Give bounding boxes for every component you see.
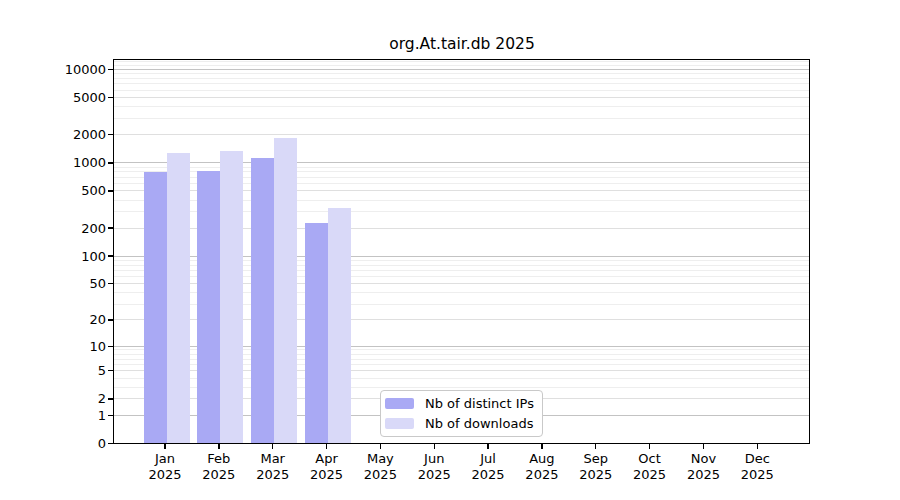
legend-swatch-distinct-ips <box>385 398 414 409</box>
x-tick-label: Jan 2025 <box>135 451 195 483</box>
legend: Nb of distinct IPs Nb of downloads <box>380 390 543 437</box>
y-tick-label: 500 <box>0 182 106 199</box>
x-tick-mark <box>164 444 165 449</box>
y-tick-label: 1000 <box>0 154 106 171</box>
x-tick-label: Mar 2025 <box>243 451 303 483</box>
y-tick-mark <box>108 97 114 98</box>
y-tick-label: 20 <box>0 311 106 328</box>
x-tick-mark <box>218 444 219 449</box>
x-tick-label: Oct 2025 <box>620 451 680 483</box>
x-tick-mark <box>649 444 650 449</box>
y-tick-label: 5 <box>0 362 106 379</box>
legend-label-downloads: Nb of downloads <box>425 416 533 431</box>
x-tick-label: Nov 2025 <box>673 451 733 483</box>
y-tick-label: 200 <box>0 220 106 237</box>
y-tick-label: 0 <box>0 435 106 452</box>
x-tick-mark <box>595 444 596 449</box>
x-tick-label: Jun 2025 <box>404 451 464 483</box>
y-tick-label: 10000 <box>0 61 106 78</box>
y-tick-mark <box>108 370 114 371</box>
y-tick-label: 10 <box>0 338 106 355</box>
x-tick-label: Aug 2025 <box>512 451 572 483</box>
x-tick-label: Jul 2025 <box>458 451 518 483</box>
x-tick-mark <box>487 444 488 449</box>
legend-label-distinct-ips: Nb of distinct IPs <box>425 396 534 411</box>
x-tick-label: May 2025 <box>350 451 410 483</box>
y-tick-mark <box>108 319 114 320</box>
y-tick-mark <box>108 190 114 191</box>
legend-item-distinct-ips: Nb of distinct IPs <box>385 396 542 411</box>
y-tick-mark <box>108 227 114 228</box>
y-tick-label: 50 <box>0 275 106 292</box>
x-tick-mark <box>272 444 273 449</box>
x-tick-mark <box>757 444 758 449</box>
x-tick-mark <box>541 444 542 449</box>
x-tick-label: Apr 2025 <box>297 451 357 483</box>
legend-item-downloads: Nb of downloads <box>385 416 542 431</box>
download-stats-chart: org.At.tair.db 2025 01251020501002005001… <box>0 0 900 500</box>
y-tick-mark <box>108 255 114 256</box>
y-tick-label: 2000 <box>0 126 106 143</box>
x-tick-label: Dec 2025 <box>727 451 787 483</box>
y-tick-label: 2 <box>0 390 106 407</box>
x-tick-mark <box>326 444 327 449</box>
y-tick-mark <box>108 398 114 399</box>
y-tick-mark <box>108 346 114 347</box>
x-tick-mark <box>380 444 381 449</box>
legend-swatch-downloads <box>385 418 414 429</box>
x-tick-label: Feb 2025 <box>189 451 249 483</box>
y-tick-label: 5000 <box>0 89 106 106</box>
x-tick-mark <box>434 444 435 449</box>
x-tick-label: Sep 2025 <box>566 451 626 483</box>
y-tick-mark <box>108 415 114 416</box>
y-tick-label: 1 <box>0 407 106 424</box>
y-tick-label: 100 <box>0 248 106 265</box>
y-tick-mark <box>108 283 114 284</box>
y-tick-mark <box>108 69 114 70</box>
y-tick-mark <box>108 443 114 444</box>
y-tick-mark <box>108 134 114 135</box>
x-tick-mark <box>703 444 704 449</box>
y-tick-mark <box>108 162 114 163</box>
